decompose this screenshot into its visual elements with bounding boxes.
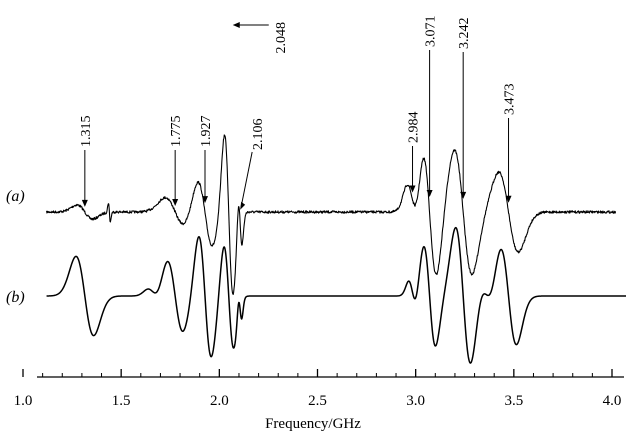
annotation-arrow-head bbox=[232, 22, 240, 28]
x-tick-label: 1.5 bbox=[112, 393, 131, 409]
x-tick-label: 3.0 bbox=[406, 393, 425, 409]
annotation-label: 3.071 bbox=[424, 16, 439, 48]
annotation-label: 2.984 bbox=[407, 112, 422, 144]
annotation-label: 1.775 bbox=[169, 116, 184, 148]
x-tick-label: 3.5 bbox=[504, 393, 523, 409]
annotation-arrow-line bbox=[240, 151, 253, 207]
x-ticks-group: 1.0 1.5 2.0 2.5 3.0 3.5 4.0 bbox=[14, 369, 622, 409]
annotations-group: 1.315 1.775 1.927 2.048 2.106 2.984 3.071 3.242… bbox=[79, 16, 518, 210]
series-trace-a bbox=[46, 134, 617, 295]
trace-a-label: (a) bbox=[6, 188, 25, 205]
annotation-arrow-head bbox=[505, 195, 512, 203]
annotation-arrow-head bbox=[426, 190, 433, 198]
annotation-label: 2.048 bbox=[274, 22, 289, 54]
annotation-arrow-head bbox=[81, 199, 88, 207]
x-axis-label: Frequency/GHz bbox=[265, 416, 361, 432]
annotation-arrow-head bbox=[460, 191, 467, 199]
x-tick-label: 1.0 bbox=[14, 393, 33, 409]
annotation-arrow-head bbox=[240, 201, 246, 210]
traces-group bbox=[46, 134, 626, 364]
trace-b-label: (b) bbox=[6, 289, 25, 306]
annotation-label: 3.473 bbox=[503, 84, 518, 116]
annotation-label: 2.106 bbox=[251, 119, 266, 151]
annotation-arrow-head bbox=[202, 196, 209, 204]
annotation-arrow-head bbox=[409, 185, 416, 193]
x-tick-label: 4.0 bbox=[603, 393, 622, 409]
annotation-label: 3.242 bbox=[457, 18, 472, 50]
x-tick-label: 2.0 bbox=[210, 393, 229, 409]
annotation-arrow-head bbox=[172, 199, 179, 207]
series-trace-b bbox=[46, 226, 626, 364]
x-tick-label: 2.5 bbox=[308, 393, 327, 409]
annotation-label: 1.315 bbox=[79, 116, 94, 148]
annotation-label: 1.927 bbox=[199, 116, 214, 148]
